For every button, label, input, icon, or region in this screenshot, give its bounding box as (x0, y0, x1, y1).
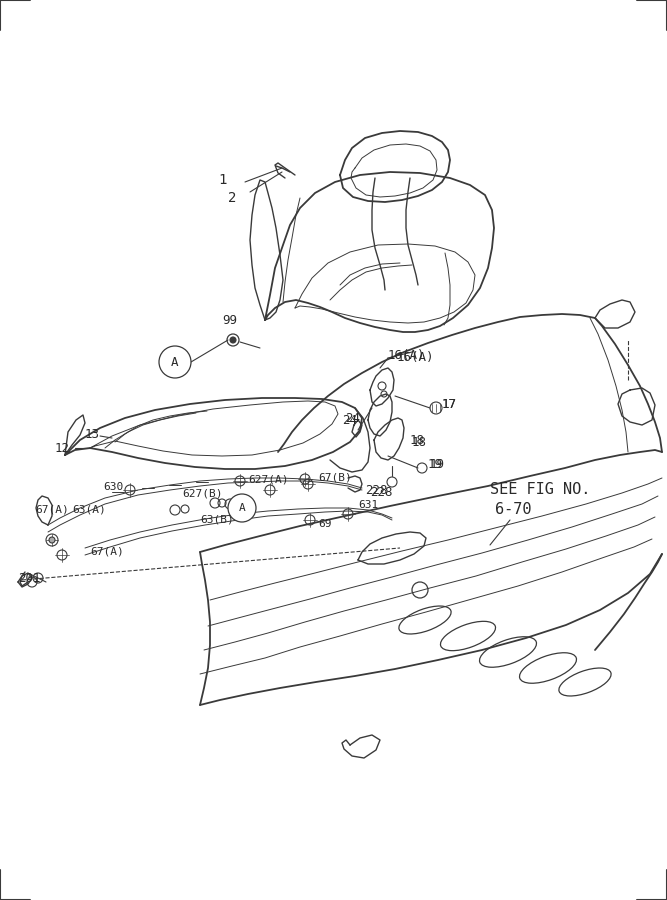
Text: 18: 18 (410, 434, 425, 446)
Text: 19: 19 (428, 457, 443, 471)
Text: 627(A): 627(A) (248, 475, 289, 485)
Text: 627(B): 627(B) (182, 488, 223, 498)
Text: A: A (239, 503, 245, 513)
Circle shape (49, 537, 55, 543)
Circle shape (230, 337, 236, 343)
Text: 16(A): 16(A) (388, 348, 426, 362)
Text: 99: 99 (222, 313, 237, 327)
Text: 19: 19 (430, 457, 445, 471)
Text: 18: 18 (412, 436, 427, 448)
Ellipse shape (480, 637, 536, 667)
Text: 17: 17 (442, 398, 457, 410)
Text: 228: 228 (365, 483, 388, 497)
Text: 630: 630 (103, 482, 123, 492)
Text: 6-70: 6-70 (495, 502, 532, 518)
Text: A: A (171, 356, 179, 368)
Text: 2: 2 (228, 191, 236, 205)
Circle shape (159, 346, 191, 378)
Ellipse shape (559, 668, 611, 696)
Text: 631: 631 (358, 500, 378, 510)
Ellipse shape (440, 621, 496, 651)
Text: 67(B): 67(B) (318, 473, 352, 483)
Text: 24: 24 (342, 413, 357, 427)
Text: 67(A): 67(A) (35, 505, 69, 515)
Text: 69: 69 (318, 519, 331, 529)
Ellipse shape (399, 606, 451, 634)
Ellipse shape (520, 652, 576, 683)
Text: 63(B): 63(B) (200, 515, 233, 525)
Text: 228: 228 (370, 485, 392, 499)
Text: 67(A): 67(A) (90, 547, 124, 557)
Text: 63(A): 63(A) (72, 505, 106, 515)
Text: 24: 24 (345, 411, 360, 425)
Text: 16(A): 16(A) (397, 352, 434, 365)
Text: 17: 17 (442, 398, 457, 410)
Circle shape (228, 494, 256, 522)
Text: 12: 12 (55, 442, 70, 454)
Text: 13: 13 (85, 428, 100, 442)
Text: SEE FIG NO.: SEE FIG NO. (490, 482, 590, 498)
Text: 201: 201 (18, 572, 41, 584)
Text: 1: 1 (218, 173, 226, 187)
